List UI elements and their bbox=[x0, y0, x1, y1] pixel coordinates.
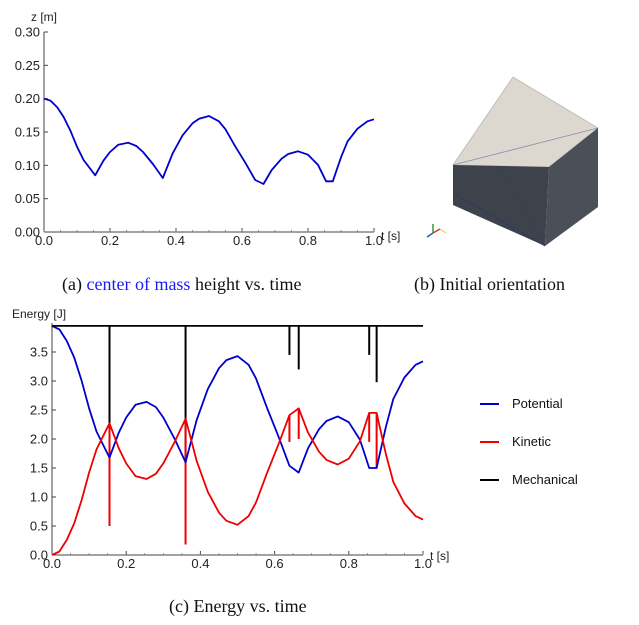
energy-chart-y-tick-label: 2.5 bbox=[30, 403, 48, 418]
height-chart-y-tick-label: 0.00 bbox=[15, 225, 40, 240]
height-chart-x-tick-label: 0.0 bbox=[35, 233, 53, 248]
energy-chart-x-tick-label: 0.0 bbox=[43, 556, 61, 571]
energy-chart-y-tick-label: 0.0 bbox=[30, 548, 48, 563]
energy-chart-y-tick-label: 1.5 bbox=[30, 461, 48, 476]
height-chart-x-tick-label: 1.0 bbox=[365, 233, 383, 248]
height-chart-y-axis-label: z [m] bbox=[31, 10, 57, 24]
height-chart-y-tick-label: 0.05 bbox=[15, 191, 40, 206]
cube-front-diagonal bbox=[499, 166, 546, 247]
cube-top-diagonal bbox=[452, 127, 599, 166]
legend-label-mechanical: Mechanical bbox=[512, 472, 578, 487]
energy-chart-x-tick-label: 0.6 bbox=[266, 556, 284, 571]
height-chart-x-tick-label: 0.6 bbox=[233, 233, 251, 248]
height-chart-series-0-line bbox=[43, 97, 375, 185]
energy-chart-x-tick-label: 0.2 bbox=[117, 556, 135, 571]
height-chart-y-tick-label: 0.20 bbox=[15, 91, 40, 106]
caption-a-label: (a) bbox=[62, 274, 82, 295]
orientation-caption: (b) Initial orientation bbox=[414, 274, 565, 295]
energy-chart: Energy [J] t [s] 0.0 0.2 0.4 0.6 0.8 1.0 0.0 0.… bbox=[12, 307, 449, 571]
energy-chart-y-tick-label: 1.0 bbox=[30, 490, 48, 505]
height-chart-y-tick-label: 0.15 bbox=[15, 125, 40, 140]
energy-chart-y-tick-label: 0.5 bbox=[30, 519, 48, 534]
height-chart: z [m] t [s] 0.0 0.2 0.4 0.6 0.8 1.0 0.00 0.05 0.… bbox=[15, 10, 401, 248]
cube-side-face bbox=[545, 128, 598, 246]
height-chart-y-tick-label: 0.25 bbox=[15, 58, 40, 73]
caption-a-text: height vs. time bbox=[195, 274, 302, 294]
center-of-mass-link[interactable]: center of mass bbox=[86, 274, 190, 294]
energy-chart-x-tick-label: 0.4 bbox=[191, 556, 209, 571]
height-chart-x-axis-label: t [s] bbox=[381, 229, 400, 243]
height-chart-y-tick-label: 0.30 bbox=[15, 25, 40, 40]
energy-chart-x-tick-label: 0.8 bbox=[340, 556, 358, 571]
energy-chart-y-tick-label: 2.0 bbox=[30, 432, 48, 447]
energy-chart-potential-line bbox=[51, 325, 424, 474]
legend-label-kinetic: Kinetic bbox=[512, 434, 552, 449]
energy-chart-caption: (c) Energy vs. time bbox=[169, 596, 307, 617]
height-chart-x-tick-label: 0.8 bbox=[299, 233, 317, 248]
height-chart-caption: (a) center of mass height vs. time bbox=[62, 274, 301, 295]
energy-chart-kinetic-line bbox=[51, 407, 424, 556]
energy-chart-x-tick-label: 1.0 bbox=[414, 556, 432, 571]
energy-chart-y-axis-label: Energy [J] bbox=[12, 307, 66, 321]
legend-item-kinetic: Kinetic bbox=[480, 434, 552, 449]
energy-legend: Potential Kinetic Mechanical bbox=[480, 396, 578, 487]
legend-item-potential: Potential bbox=[480, 396, 563, 411]
legend-item-mechanical: Mechanical bbox=[480, 472, 578, 487]
energy-chart-y-tick-label: 3.0 bbox=[30, 374, 48, 389]
initial-orientation-render bbox=[426, 76, 599, 247]
cube-front-face bbox=[453, 165, 549, 246]
cube-front-diagonal bbox=[452, 192, 546, 247]
orientation-axes-icon bbox=[426, 224, 447, 238]
energy-chart-x-axis-label: t [s] bbox=[430, 549, 449, 563]
energy-chart-y-tick-label: 3.5 bbox=[30, 345, 48, 360]
height-chart-x-tick-label: 0.2 bbox=[101, 233, 119, 248]
height-chart-x-tick-label: 0.4 bbox=[167, 233, 185, 248]
height-chart-y-tick-label: 0.10 bbox=[15, 158, 40, 173]
legend-label-potential: Potential bbox=[512, 396, 563, 411]
